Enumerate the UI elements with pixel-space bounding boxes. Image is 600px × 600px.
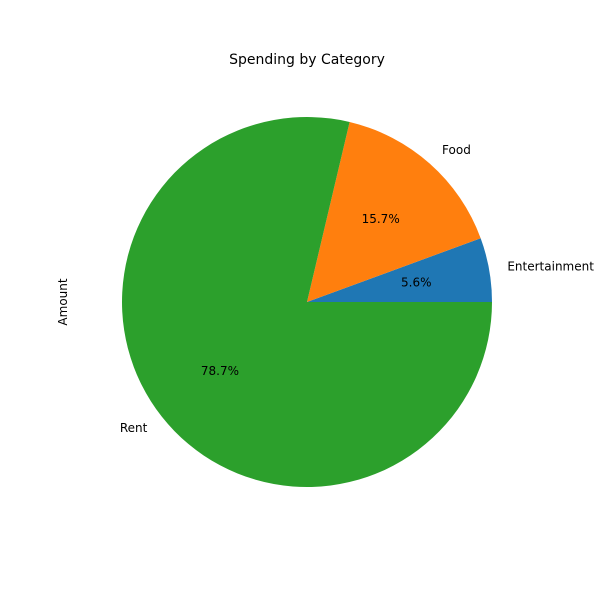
pct-label-food: 15.7%: [362, 212, 400, 226]
pie-slice-rent: [122, 117, 492, 488]
slice-label-rent: Rent: [120, 421, 148, 435]
slice-label-food: Food: [442, 143, 471, 157]
pie-labels: Entertainment 5.6% Food 15.7% Rent 78.7%: [120, 143, 594, 435]
y-axis-label: Amount: [56, 278, 70, 325]
chart-title: Spending by Category: [229, 52, 385, 68]
pie-slice-entertainment: [307, 238, 492, 302]
slice-label-entertainment: Entertainment: [507, 259, 594, 273]
pct-label-entertainment: 5.6%: [401, 276, 432, 290]
pct-label-rent: 78.7%: [201, 364, 239, 378]
pie-slices: [122, 117, 492, 488]
pie-slice-food: [307, 121, 481, 302]
